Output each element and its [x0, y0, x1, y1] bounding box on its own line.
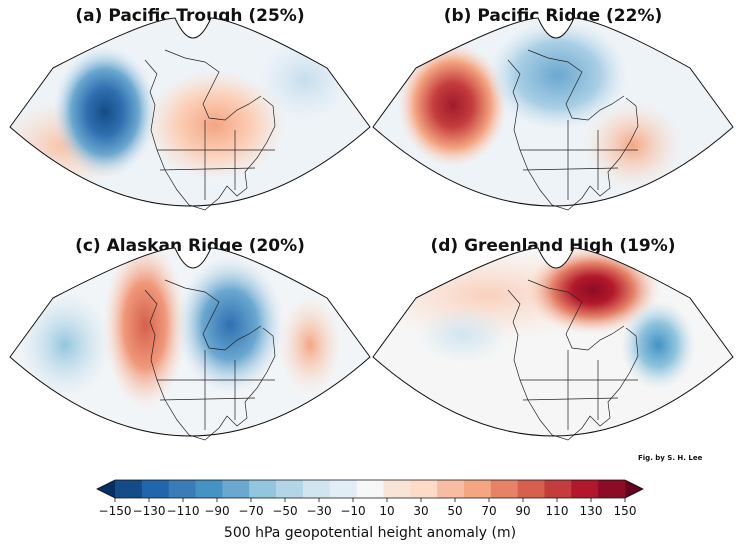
panel-alaskan-ridge: (c) Alaskan Ridge (20%)	[5, 230, 375, 470]
panel-pacific-trough: (a) Pacific Trough (25%)	[5, 0, 375, 240]
colorbar-tick-label: 70	[481, 504, 496, 518]
anomaly-map	[372, 17, 734, 211]
colorbar: −150 −130 −110 −90 −70 −50 −30 −10 10 30 50 70 90 110…	[0, 470, 740, 549]
panel-title: (b) Pacific Ridge (22%)	[443, 6, 663, 26]
colorbar-tick-label: −70	[238, 504, 263, 518]
colorbar-segment	[168, 480, 197, 498]
colorbar-label: 500 hPa geopotential height anomaly (m)	[223, 525, 517, 541]
colorbar-segment	[276, 480, 304, 498]
panel-title: (c) Alaskan Ridge (20%)	[75, 236, 305, 256]
colorbar-segment	[410, 480, 438, 498]
colorbar-tick-label: 50	[447, 504, 462, 518]
anomaly-map	[9, 17, 371, 211]
colorbar-extend-min	[97, 480, 115, 498]
colorbar-segment	[544, 480, 572, 498]
colorbar-segment	[598, 480, 626, 498]
coastline-outlines	[144, 49, 276, 211]
anomaly-map	[372, 247, 734, 441]
anomaly-map	[9, 247, 371, 441]
colorbar-tick-label: −130	[133, 504, 166, 518]
figure-credit: Fig. by S. H. Lee	[638, 454, 703, 462]
colorbar-segment	[249, 480, 277, 498]
colorbar-segment	[356, 480, 384, 498]
coastline-outlines	[507, 49, 639, 211]
panel-pacific-ridge: (b) Pacific Ridge (22%)	[368, 0, 738, 240]
colorbar-tick-label: −50	[272, 504, 297, 518]
colorbar-segment	[571, 480, 599, 498]
panel-title: (d) Greenland High (19%)	[430, 236, 676, 256]
colorbar-tick-label: −10	[340, 504, 365, 518]
colorbar-tick-label: 150	[614, 504, 637, 518]
colorbar-segment	[437, 480, 465, 498]
colorbar-segment	[383, 480, 411, 498]
colorbar-tick-label: 10	[379, 504, 394, 518]
colorbar-scale: −150 −130 −110 −90 −70 −50 −30 −10 10 30 50 70 90 110…	[96, 479, 644, 518]
colorbar-tick-label: 90	[515, 504, 530, 518]
colorbar-segment	[141, 480, 170, 498]
colorbar-segment	[329, 480, 358, 498]
panel-title: (a) Pacific Trough (25%)	[75, 6, 305, 26]
colorbar-tick-label: −150	[99, 504, 132, 518]
colorbar-tick-label: 130	[580, 504, 603, 518]
colorbar-tick-label: −90	[204, 504, 229, 518]
colorbar-segment	[195, 480, 223, 498]
panel-greenland-high: (d) Greenland High (19%)	[368, 230, 738, 470]
colorbar-segment	[463, 480, 492, 498]
colorbar-segment	[222, 480, 250, 498]
colorbar-tick-label: 110	[546, 504, 569, 518]
colorbar-extend-max	[625, 480, 643, 498]
coastline-outlines	[507, 279, 639, 441]
colorbar-tick-label: −110	[167, 504, 200, 518]
colorbar-segment	[115, 480, 143, 498]
colorbar-segment	[302, 480, 331, 498]
colorbar-segment	[490, 480, 519, 498]
colorbar-tick-label: −30	[306, 504, 331, 518]
colorbar-segment	[517, 480, 545, 498]
coastline-outlines	[144, 279, 276, 441]
colorbar-tick-label: 30	[413, 504, 428, 518]
